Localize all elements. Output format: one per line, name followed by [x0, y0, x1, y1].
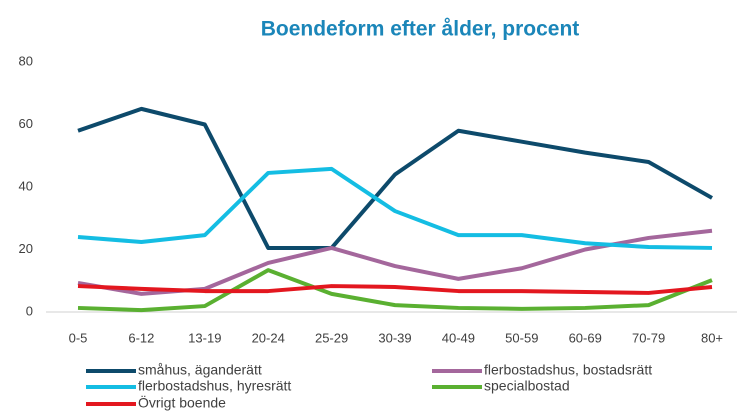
y-tick-label: 40 [19, 178, 33, 193]
legend-label: Övrigt boende [138, 394, 226, 411]
y-tick-label: 20 [19, 241, 33, 256]
x-tick-label: 60-69 [569, 330, 602, 345]
x-tick-label: 70-79 [632, 330, 665, 345]
x-tick-label: 80+ [701, 330, 723, 345]
x-tick-label: 0-5 [69, 330, 88, 345]
series-line [77, 268, 713, 313]
legend-label: småhus, äganderätt [138, 362, 262, 378]
chart-title: Boendeform efter ålder, procent [261, 18, 580, 41]
y-tick-label: 0 [26, 303, 33, 318]
series-line [77, 284, 713, 295]
legend-label: specialbostad [484, 378, 570, 394]
legend-label: flerbostadshus, bostadsrätt [484, 362, 652, 378]
x-tick-label: 13-19 [188, 330, 221, 345]
x-tick-label: 40-49 [442, 330, 475, 345]
series-line [77, 166, 713, 250]
x-tick-label: 6-12 [128, 330, 154, 345]
y-tick-label: 60 [19, 116, 33, 131]
series-line [77, 106, 713, 250]
x-tick-label: 25-29 [315, 330, 348, 345]
x-tick-label: 20-24 [252, 330, 285, 345]
x-tick-label: 30-39 [378, 330, 411, 345]
y-tick-label: 80 [19, 53, 33, 68]
x-tick-label: 50-59 [505, 330, 538, 345]
legend-label: flerbostadshus, hyresrätt [138, 378, 291, 394]
